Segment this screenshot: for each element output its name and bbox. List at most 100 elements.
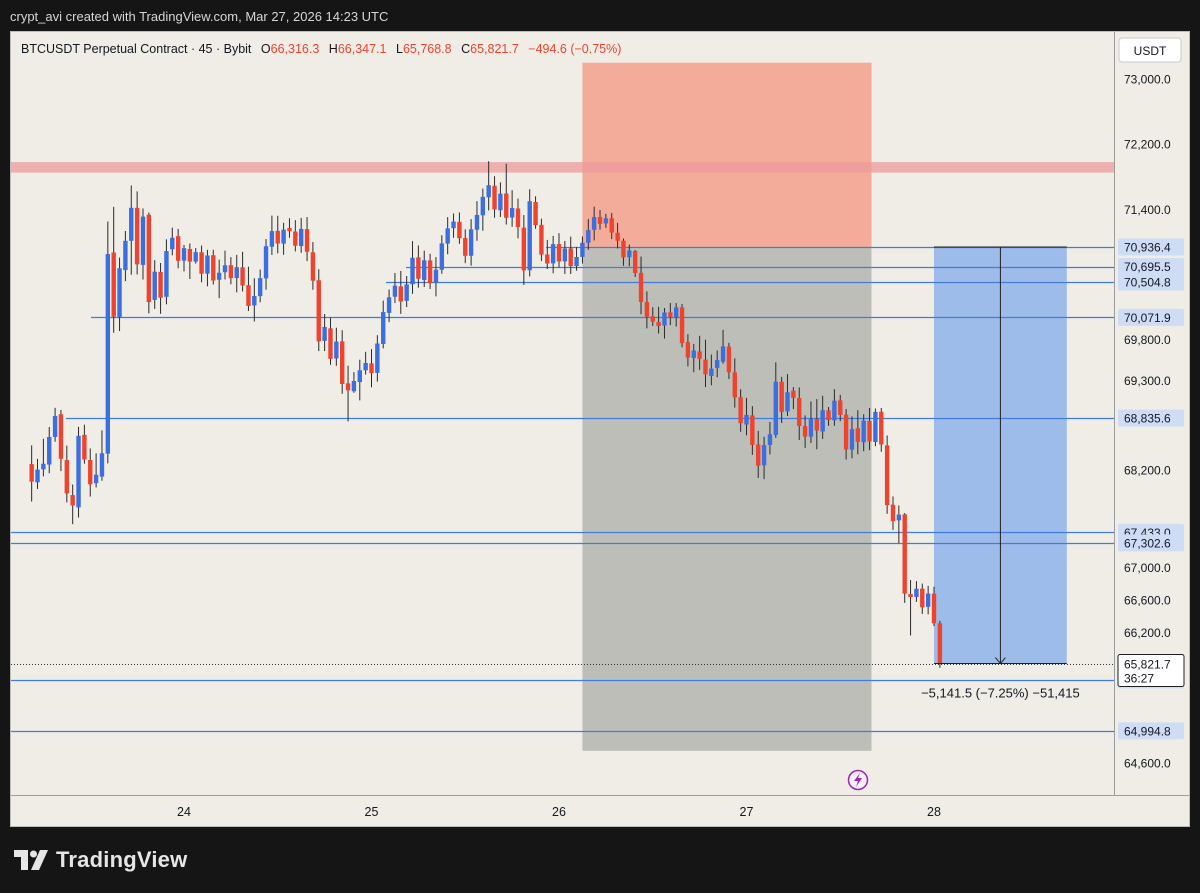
candle-body <box>451 221 456 229</box>
candle <box>287 218 292 238</box>
candle-body <box>691 350 696 358</box>
candle <box>381 300 386 349</box>
candle-body <box>527 201 532 271</box>
candle-body <box>726 346 732 373</box>
price-tick-label: 68,200.0 <box>1124 463 1171 477</box>
zones-layer <box>11 62 1114 751</box>
candle-body <box>52 415 58 437</box>
candle <box>439 235 445 274</box>
candle-body <box>738 397 743 424</box>
candle <box>64 445 70 503</box>
price-level-label-bg <box>1118 534 1184 552</box>
candle-body <box>240 267 245 286</box>
price-level-label-bg <box>1118 238 1184 256</box>
candle <box>492 176 497 218</box>
candle-body <box>498 193 503 211</box>
candle-body <box>70 495 75 506</box>
tradingview-logo[interactable]: TradingView <box>14 845 187 875</box>
candle <box>761 436 767 480</box>
price-level-label-bg <box>1118 273 1184 291</box>
candle-body <box>375 343 380 373</box>
candle <box>433 257 439 297</box>
candle <box>88 448 93 497</box>
trade-zone <box>582 247 872 751</box>
candles-layer <box>29 161 943 668</box>
candle <box>849 416 855 459</box>
candle-body <box>193 252 198 262</box>
measure-label: −5,141.5 (−7.25%) −51,415 <box>921 686 1080 701</box>
candle-body <box>591 217 597 230</box>
candle-body <box>304 229 310 252</box>
candle-body <box>597 216 603 224</box>
candle-body <box>222 265 228 273</box>
candle <box>750 406 755 455</box>
candle <box>47 427 52 474</box>
candle-body <box>58 414 64 459</box>
candle-body <box>269 231 275 247</box>
candle-body <box>257 278 263 297</box>
candle <box>738 389 743 432</box>
candle <box>814 399 820 450</box>
candle-body <box>129 207 134 241</box>
candle <box>269 215 275 255</box>
candle-body <box>181 248 187 261</box>
time-tick-label: 27 <box>740 805 754 819</box>
candle <box>843 409 849 460</box>
candle <box>222 250 228 280</box>
candle-body <box>521 227 527 271</box>
candle <box>375 335 380 382</box>
candle <box>129 185 134 275</box>
candle <box>603 213 609 228</box>
candle-body <box>369 363 374 374</box>
candle-body <box>761 445 767 466</box>
candle <box>756 430 761 478</box>
candle-body <box>931 593 937 624</box>
legend-low-label: L <box>396 42 403 56</box>
currency-button[interactable] <box>1118 37 1182 63</box>
candle-body <box>357 370 362 383</box>
candle <box>791 387 796 410</box>
lightning-icon[interactable] <box>847 769 869 791</box>
candle <box>527 189 532 277</box>
stop-loss-zone <box>582 62 872 248</box>
candle <box>609 212 614 240</box>
candle-body <box>744 414 749 425</box>
candle-body <box>334 341 339 359</box>
candle <box>93 453 99 488</box>
candle <box>334 327 339 366</box>
candle-body <box>838 400 843 415</box>
candle <box>82 424 87 464</box>
candle <box>111 206 116 333</box>
candle <box>298 217 304 253</box>
candle <box>463 229 468 264</box>
candle <box>228 257 234 285</box>
candle-body <box>902 514 907 594</box>
candle <box>644 291 650 329</box>
candle <box>363 351 368 375</box>
candle <box>521 215 527 286</box>
candle <box>679 303 685 348</box>
price-level-label-bg <box>1118 258 1184 276</box>
candle <box>310 242 316 290</box>
price-tick-label: 72,200.0 <box>1124 138 1171 152</box>
chart-svg[interactable]: −5,141.5 (−7.25%) −51,415 73,000.0 72,200… <box>11 32 1189 826</box>
price-axis[interactable]: 73,000.0 72,200.0 71,400.0 69,800.0 69,300.0… <box>1117 73 1185 771</box>
candle-body <box>539 224 544 255</box>
price-tick-label: 71,400.0 <box>1124 203 1171 217</box>
candle <box>920 583 925 614</box>
candle <box>187 243 193 279</box>
tradingview-wordmark: TradingView <box>56 847 188 872</box>
candle <box>580 236 585 264</box>
candle-body <box>363 362 368 371</box>
candle <box>134 191 140 275</box>
candle <box>205 249 210 287</box>
candle-body <box>509 207 515 218</box>
time-axis[interactable]: 24 25 26 27 28 <box>177 805 941 819</box>
measure-arrow-head <box>995 657 1006 665</box>
candle <box>744 397 749 436</box>
candle-body <box>386 297 392 313</box>
candle-body <box>679 307 685 344</box>
candle <box>797 387 802 440</box>
chart-frame[interactable]: −5,141.5 (−7.25%) −51,415 73,000.0 72,200… <box>10 31 1190 827</box>
candle-body <box>433 269 439 283</box>
